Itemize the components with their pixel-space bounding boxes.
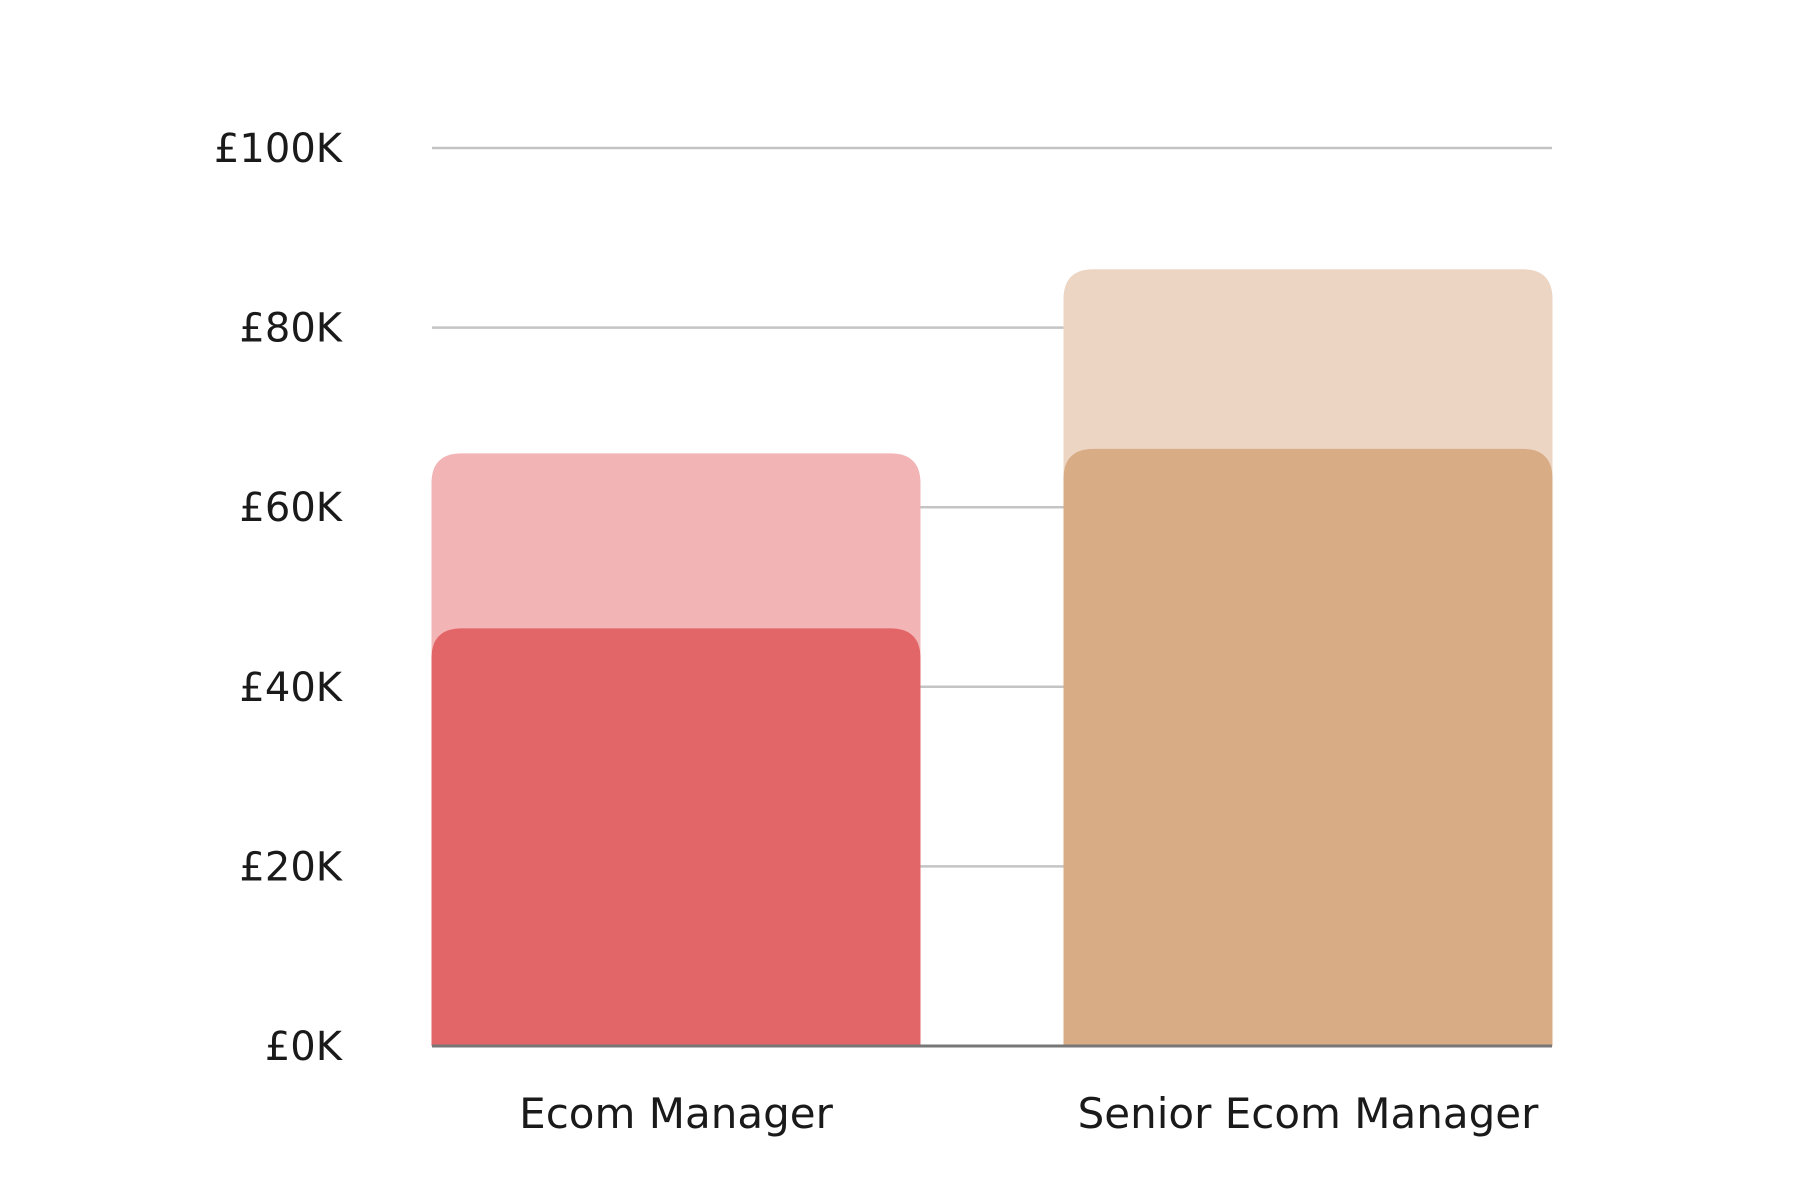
y-tick-label-5: £100K: [214, 126, 344, 172]
label-layer: £0K £20K £40K £60K £80K £100K Ecom Manager Seni…: [214, 126, 1539, 1138]
y-tick-label-0: £0K: [265, 1024, 344, 1070]
bar-low-ecom-manager: [431, 628, 921, 1046]
y-tick-label-3: £60K: [239, 485, 343, 531]
x-category-label-senior-ecom-manager: Senior Ecom Manager: [1078, 1089, 1540, 1138]
y-tick-label-1: £20K: [239, 844, 343, 890]
y-tick-label-2: £40K: [239, 665, 343, 711]
y-tick-label-4: £80K: [239, 306, 343, 352]
bar-low-senior-ecom-manager: [1063, 448, 1553, 1047]
x-category-label-ecom-manager: Ecom Manager: [519, 1089, 833, 1138]
bar-layer: [431, 269, 1553, 1047]
